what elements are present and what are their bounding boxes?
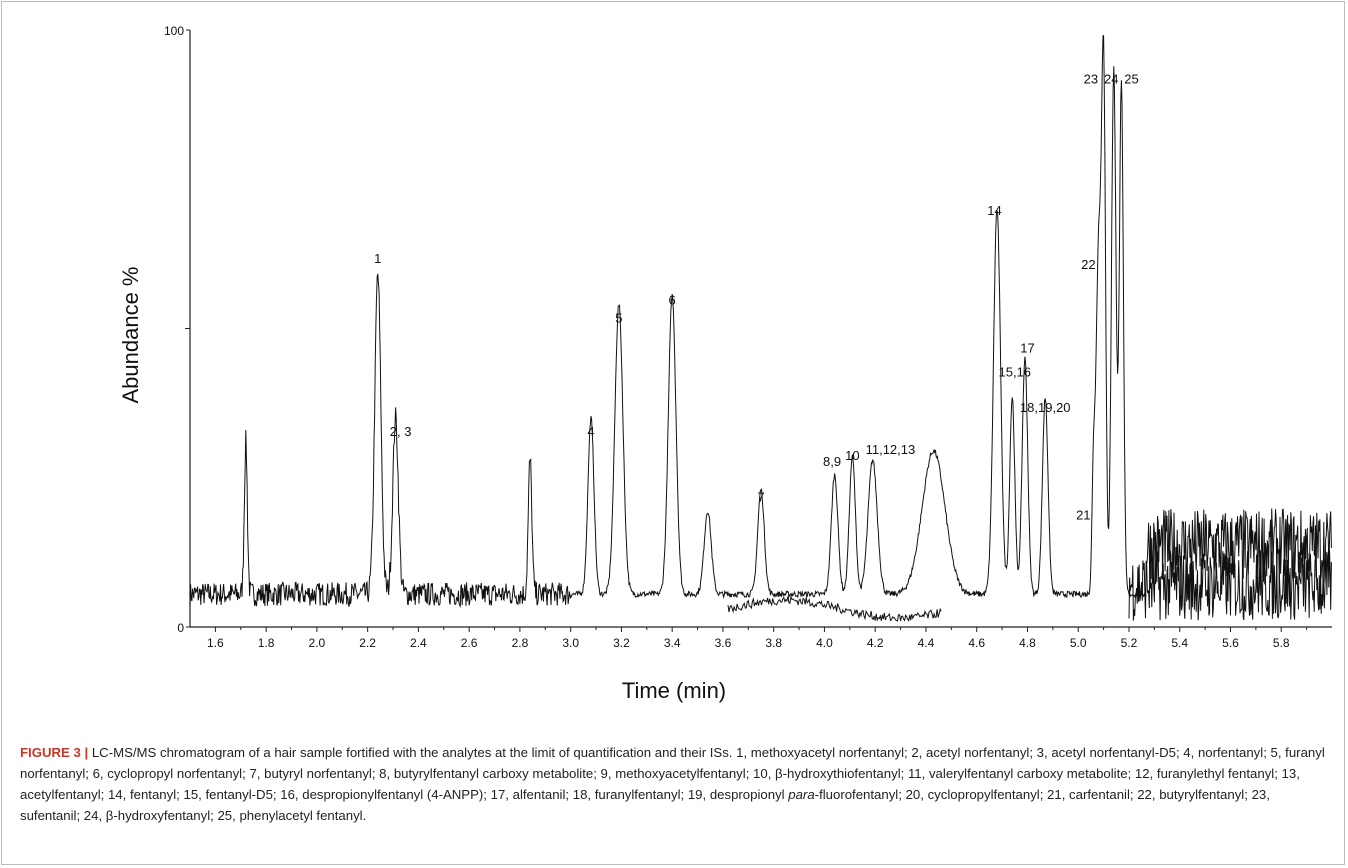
caption-italic: para	[788, 787, 815, 802]
peak-labels: 1 2, 3 4 5 6 7 8,9 10 11,12,13 14 22 17 15,16 18,19,2…	[374, 72, 1139, 523]
x-tick-label: 2.4	[410, 636, 427, 650]
peak-label: 24	[1104, 72, 1118, 87]
x-tick-label: 4.0	[816, 636, 833, 650]
peak-label: 6	[669, 293, 676, 308]
x-tick-label: 5.8	[1273, 636, 1290, 650]
peak-label: 11,12,13	[866, 442, 916, 457]
caption-label: FIGURE 3 |	[20, 745, 89, 760]
x-tick-label: 3.6	[715, 636, 732, 650]
peak-label: 17	[1020, 340, 1034, 355]
x-tick-label: 2.2	[359, 636, 376, 650]
x-tick-label: 1.8	[258, 636, 275, 650]
x-axis-label: Time (min)	[622, 678, 726, 703]
chromatogram-traces	[189, 35, 1332, 622]
peak-label: 22	[1081, 257, 1095, 272]
peak-label: 14	[987, 203, 1001, 218]
peak-label: 18,19,20	[1020, 400, 1071, 415]
peak-label: 5	[615, 311, 622, 326]
peak-label: 4	[587, 424, 594, 439]
figure-caption: FIGURE 3 | LC-MS/MS chromatogram of a ha…	[20, 742, 1330, 826]
x-tick-label: 3.4	[664, 636, 681, 650]
peak-label: 15,16	[999, 364, 1032, 379]
y-tick-label: 100	[164, 24, 184, 38]
x-tick-label: 3.0	[562, 636, 579, 650]
x-tick-label: 5.6	[1222, 636, 1239, 650]
peak-label: 10	[845, 448, 859, 463]
peak-label: 23	[1084, 72, 1098, 87]
peak-label: 8,9	[823, 454, 841, 469]
peak-label: 1	[374, 251, 381, 266]
peak-label: 7	[757, 490, 764, 505]
x-tick-label: 5.2	[1121, 636, 1138, 650]
peak-label: 25	[1124, 72, 1138, 87]
x-tick-label: 4.8	[1019, 636, 1036, 650]
peak-label: 2, 3	[390, 424, 412, 439]
x-tick-labels: 1.6 1.8 2.0 2.2 2.4 2.6 2.8 3.0 3.2 3.4 3.6 3.8 4.0 4…	[207, 627, 1308, 650]
caption-text-2: -fluorofentanyl; 20, cyclopropylfentanyl…	[20, 787, 1270, 823]
x-tick-label: 4.6	[968, 636, 985, 650]
y-tick-label: 0	[177, 621, 184, 635]
trace-line	[1146, 508, 1332, 585]
trace-line-dip	[727, 595, 942, 622]
axes: 0 100	[164, 24, 1332, 635]
x-tick-label: 5.4	[1171, 636, 1188, 650]
x-tick-label: 2.6	[461, 636, 478, 650]
trace-line	[189, 273, 572, 608]
x-tick-label: 3.2	[613, 636, 630, 650]
x-tick-label: 1.6	[207, 636, 224, 650]
x-tick-label: 4.2	[867, 636, 884, 650]
caption-text-1: LC-MS/MS chromatogram of a hair sample f…	[20, 745, 1325, 802]
chromatogram-chart: 0 100 1.6 1.8 2.0 2.2 2.4 2.6 2.8 3.0 3.2 3.4 3.6 3.…	[118, 24, 1332, 703]
x-tick-label: 4.4	[918, 636, 935, 650]
trace-line	[570, 35, 1147, 600]
trace-line-secondary	[1128, 549, 1332, 621]
x-tick-label: 2.0	[309, 636, 326, 650]
x-tick-label: 5.0	[1070, 636, 1087, 650]
y-axis-label: Abundance %	[118, 267, 143, 404]
x-tick-label: 3.8	[765, 636, 782, 650]
x-tick-label: 2.8	[512, 636, 529, 650]
peak-label: 21	[1076, 508, 1090, 523]
